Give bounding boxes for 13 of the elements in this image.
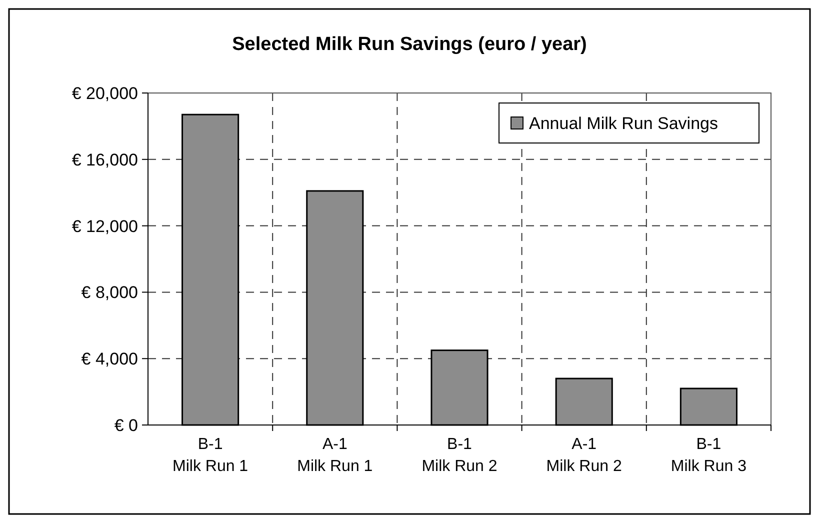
x-tick-label: B-1 Milk Run 1 (172, 436, 248, 475)
x-tick-label: B-1 Milk Run 3 (670, 436, 747, 475)
x-tick-label: B-1 Milk Run 2 (422, 436, 498, 475)
y-tick-label: € 12,000 (72, 216, 138, 236)
y-tick-label: € 8,000 (81, 283, 138, 302)
y-tick-label: € 4,000 (81, 350, 138, 369)
y-tick-label: € 0 (114, 416, 138, 435)
y-tick-label: € 16,000 (72, 150, 138, 170)
legend-label: Annual Milk Run Savings (529, 114, 718, 133)
x-tick-label: A-1 Milk Run 1 (297, 436, 373, 475)
x-tick-label: A-1 Milk Run 2 (546, 436, 622, 475)
y-tick-label: € 20,000 (72, 84, 138, 103)
chart-title: Selected Milk Run Savings (euro / year) (232, 34, 587, 55)
